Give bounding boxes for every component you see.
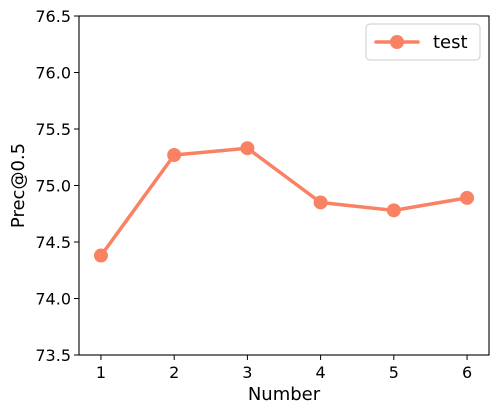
x-axis-title: Number (248, 384, 321, 405)
y-axis-title: Prec@0.5 (8, 143, 29, 228)
legend-box (365, 23, 481, 61)
y-tick-label: 74.0 (35, 290, 71, 309)
x-tick-label: 5 (389, 363, 399, 382)
y-tick-label: 76.0 (35, 64, 71, 83)
series-line-test (99, 146, 469, 258)
legend: test (365, 23, 481, 61)
data-point (313, 195, 328, 210)
x-tick-label: 4 (316, 363, 326, 382)
x-tick-label: 1 (96, 363, 106, 382)
axis-ticks: 73.5 74.0 74.5 75.0 75.5 76.0 76.5 1 2 3 4 5 6 (35, 7, 472, 382)
legend-marker-test (390, 35, 404, 49)
y-tick-label: 75.0 (35, 177, 71, 196)
y-tick-label: 74.5 (35, 233, 71, 252)
data-point (167, 147, 182, 162)
y-tick-label: 75.5 (35, 120, 71, 139)
x-tick-label: 2 (169, 363, 179, 382)
x-tick-label: 3 (242, 363, 252, 382)
y-tick-label: 73.5 (35, 346, 71, 365)
legend-label-test: test (433, 32, 468, 53)
data-point (93, 248, 108, 263)
data-point (386, 203, 401, 218)
x-tick-label: 6 (462, 363, 472, 382)
y-tick-label: 76.5 (35, 7, 71, 26)
data-point (460, 190, 475, 205)
data-point (240, 141, 255, 156)
